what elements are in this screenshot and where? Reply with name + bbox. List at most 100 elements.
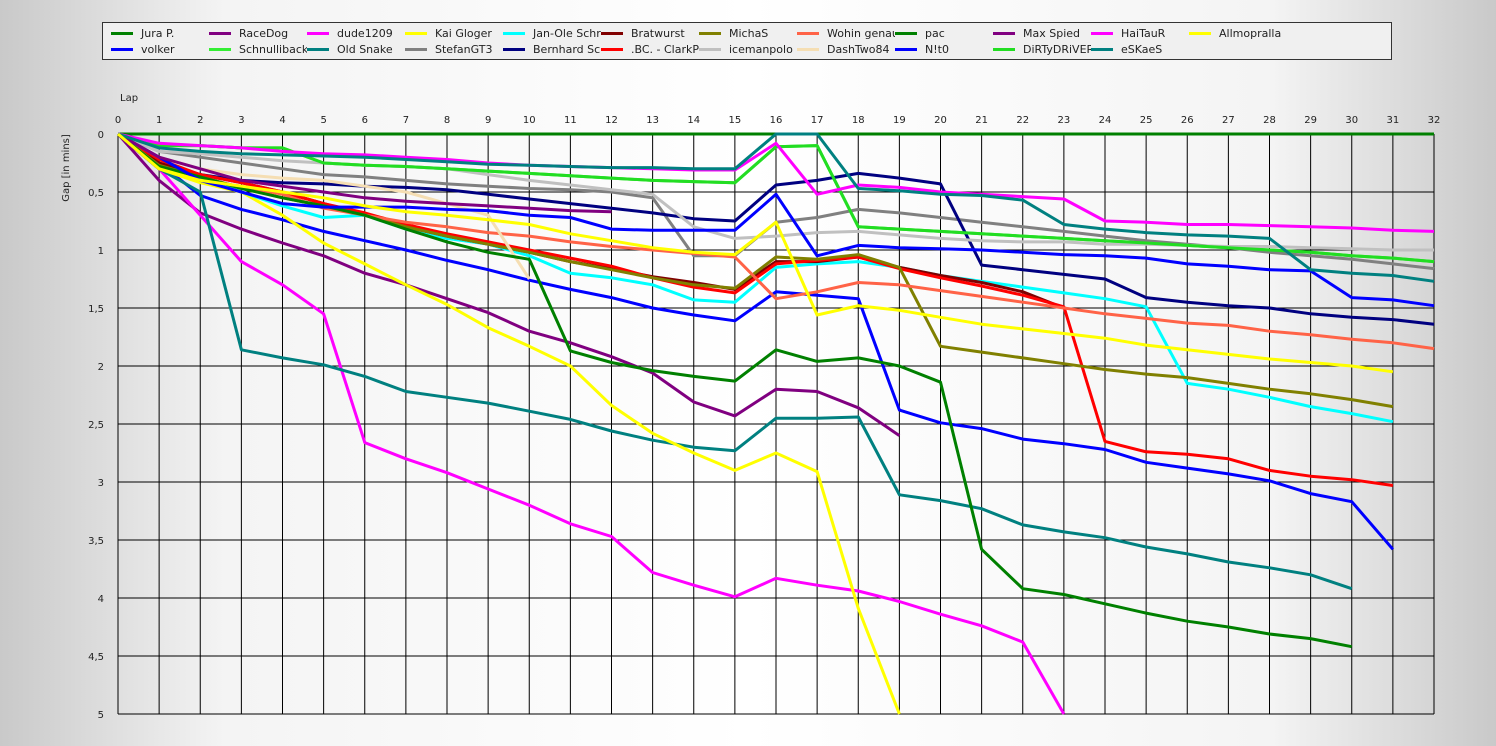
legend-item: DiRTyDRiVER [993, 41, 1091, 57]
y-tick-label: 5 [98, 710, 104, 721]
y-tick-label: 2 [98, 362, 104, 373]
y-tick-label: 4,5 [88, 652, 104, 663]
x-tick-label: 25 [1140, 115, 1153, 126]
legend-item: N!t0 [895, 41, 993, 57]
x-tick-label: 30 [1345, 115, 1358, 126]
x-axis-label: Lap [120, 93, 138, 104]
legend-item: eSKaeS [1091, 41, 1189, 57]
x-tick-label: 2 [197, 115, 203, 126]
x-tick-label: 4 [279, 115, 285, 126]
x-tick-label: 9 [485, 115, 491, 126]
series-line-haitaur [117, 132, 1435, 233]
legend-item: .BC. - ClarkParker [601, 41, 699, 57]
x-tick-label: 12 [605, 115, 618, 126]
x-tick-label: 17 [811, 115, 824, 126]
y-tick-label: 1 [98, 246, 104, 257]
legend-item: Bratwurst [601, 25, 699, 41]
legend-item: Schnullibacke [209, 41, 307, 57]
legend-label: pac [925, 26, 945, 40]
x-tick-label: 24 [1099, 115, 1112, 126]
legend-label: Wohin genau [827, 26, 895, 40]
series-line-old-snake [117, 132, 1353, 591]
legend-label: Kai Gloger [435, 26, 492, 40]
legend-swatch [895, 31, 917, 35]
legend-swatch [405, 47, 427, 51]
legend-label: Schnullibacke [239, 42, 307, 56]
legend-swatch [111, 31, 133, 35]
legend-label: Bratwurst [631, 26, 685, 40]
series-line-dude1209 [117, 132, 1066, 715]
legend-item: Kai Gloger [405, 25, 503, 41]
x-tick-label: 22 [1016, 115, 1029, 126]
legend-label: DiRTyDRiVER [1023, 42, 1091, 56]
legend-swatch [209, 47, 231, 51]
x-tick-label: 14 [687, 115, 700, 126]
x-tick-label: 8 [444, 115, 450, 126]
legend-item: icemanpolo [699, 41, 797, 57]
x-tick-label: 29 [1304, 115, 1317, 126]
legend-swatch [111, 47, 133, 51]
legend-swatch [405, 31, 427, 35]
series-line-racedog [116, 133, 901, 437]
legend-label: RaceDog [239, 26, 289, 40]
legend-swatch [503, 31, 525, 35]
x-tick-label: 5 [320, 115, 326, 126]
series-line-bernhard-schupfner [117, 132, 1435, 326]
legend-swatch [797, 31, 819, 35]
legend-label: StefanGT3 [435, 42, 493, 56]
x-tick-label: 1 [156, 115, 162, 126]
x-tick-label: 15 [729, 115, 742, 126]
legend-item: Jan-Ole Schreiber [503, 25, 601, 41]
x-tick-label: 18 [852, 115, 865, 126]
x-tick-label: 0 [115, 115, 121, 126]
legend-label: MichaS [729, 26, 769, 40]
legend-label: Old Snake [337, 42, 393, 56]
legend-swatch [209, 31, 231, 35]
legend-label: N!t0 [925, 42, 949, 56]
y-tick-label: 2,5 [88, 420, 104, 431]
legend-label: Allmopralla [1219, 26, 1282, 40]
y-axis-label: Gap [in mins] [61, 134, 72, 202]
legend-item: volker [111, 41, 209, 57]
legend-item: Wohin genau [797, 25, 895, 41]
series-line-jan-ole-schreiber [117, 132, 1394, 424]
legend-swatch [1091, 47, 1113, 51]
legend-label: Bernhard Schupfner [533, 42, 601, 56]
legend-label: icemanpolo [729, 42, 793, 56]
legend-swatch [699, 47, 721, 51]
series-line-eskaes [117, 132, 1435, 283]
legend-label: HaiTauR [1121, 26, 1166, 40]
series-line-n-t0 [117, 132, 1435, 308]
legend-item: pac [895, 25, 993, 41]
x-tick-label: 3 [238, 115, 244, 126]
x-tick-label: 19 [893, 115, 906, 126]
legend-label: Jura P. [141, 26, 175, 40]
legend-swatch [307, 31, 329, 35]
y-tick-label: 3,5 [88, 536, 104, 547]
y-tick-label: 0,5 [88, 188, 104, 199]
legend-swatch [307, 47, 329, 51]
legend-swatch [699, 31, 721, 35]
legend-item: StefanGT3 [405, 41, 503, 57]
x-tick-label: 6 [362, 115, 368, 126]
x-tick-label: 23 [1058, 115, 1071, 126]
legend-item: dude1209 [307, 25, 405, 41]
legend-label: Jan-Ole Schreiber [533, 26, 601, 40]
x-tick-label: 21 [975, 115, 988, 126]
x-tick-label: 10 [523, 115, 536, 126]
x-tick-label: 28 [1263, 115, 1276, 126]
legend-swatch [993, 47, 1015, 51]
legend-item: Jura P. [111, 25, 209, 41]
legend-label: .BC. - ClarkParker [631, 42, 699, 56]
legend-swatch [797, 47, 819, 51]
legend-swatch [1091, 31, 1113, 35]
x-tick-label: 11 [564, 115, 577, 126]
y-tick-label: 1,5 [88, 304, 104, 315]
series-line-volker [117, 132, 1395, 551]
legend-item: HaiTauR [1091, 25, 1189, 41]
series-line-dirtydriver [117, 132, 1435, 264]
legend-label: volker [141, 42, 175, 56]
legend-swatch [1189, 31, 1211, 35]
legend-label: eSKaeS [1121, 42, 1163, 56]
y-tick-label: 4 [98, 594, 104, 605]
